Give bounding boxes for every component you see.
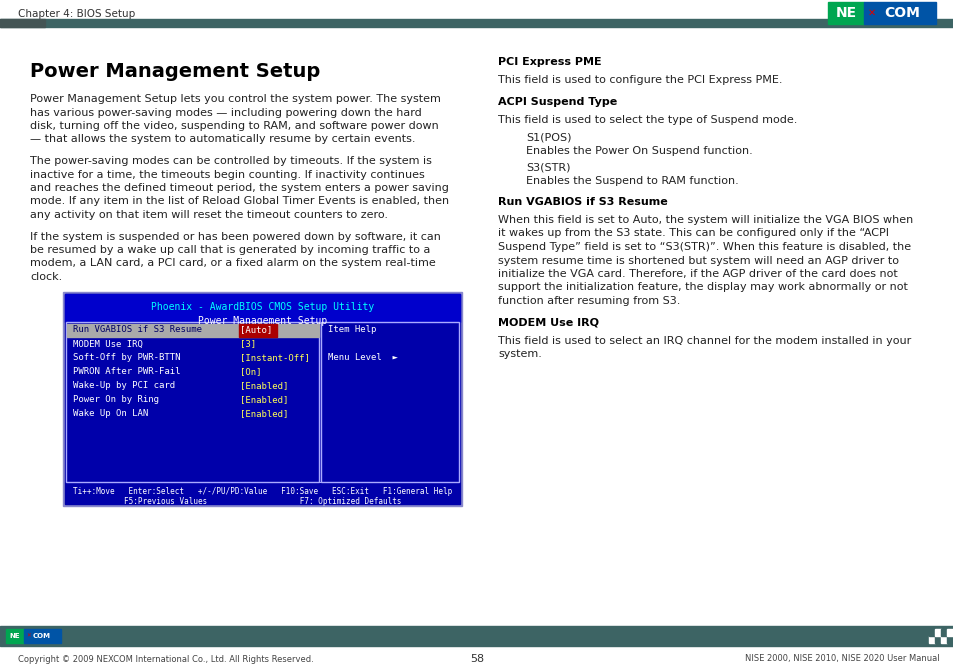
Text: MODEM Use IRQ: MODEM Use IRQ xyxy=(497,317,598,327)
Text: Wake Up On LAN: Wake Up On LAN xyxy=(73,409,148,419)
Bar xyxy=(67,323,318,337)
Bar xyxy=(0,19,953,27)
Bar xyxy=(0,19,45,27)
Text: Soft-Off by PWR-BTTN: Soft-Off by PWR-BTTN xyxy=(73,353,180,362)
Text: COM: COM xyxy=(33,633,51,639)
Bar xyxy=(946,629,952,636)
Text: system resume time is shortened but system will need an AGP driver to: system resume time is shortened but syst… xyxy=(497,255,898,265)
Bar xyxy=(863,2,935,24)
Text: [On]: [On] xyxy=(240,368,261,376)
Bar xyxy=(928,636,934,643)
Bar xyxy=(946,636,952,643)
Bar xyxy=(934,636,940,643)
Text: COM: COM xyxy=(883,6,919,20)
Text: Chapter 4: BIOS Setup: Chapter 4: BIOS Setup xyxy=(18,9,135,19)
Text: ✕: ✕ xyxy=(867,8,875,18)
Text: Item Help: Item Help xyxy=(328,325,376,335)
Text: [Enabled]: [Enabled] xyxy=(240,396,288,405)
Bar xyxy=(0,626,953,646)
Text: Run VGABIOS if S3 Resume: Run VGABIOS if S3 Resume xyxy=(497,197,667,207)
Text: 58: 58 xyxy=(470,654,483,664)
Text: system.: system. xyxy=(497,349,541,359)
Bar xyxy=(63,292,461,505)
Text: Menu Level  ►: Menu Level ► xyxy=(328,353,397,362)
Text: Run VGABIOS if S3 Resume: Run VGABIOS if S3 Resume xyxy=(73,325,202,335)
Bar xyxy=(65,294,459,503)
Text: clock.: clock. xyxy=(30,272,62,282)
Text: [Enabled]: [Enabled] xyxy=(240,382,288,390)
Text: [3]: [3] xyxy=(240,339,255,349)
Bar xyxy=(928,629,934,636)
Bar xyxy=(934,629,940,636)
Text: MODEM Use IRQ: MODEM Use IRQ xyxy=(73,339,143,349)
Text: [Auto]: [Auto] xyxy=(240,325,272,335)
Bar xyxy=(239,323,276,337)
Text: Suspend Type” field is set to “S3(STR)”. When this feature is disabled, the: Suspend Type” field is set to “S3(STR)”.… xyxy=(497,242,910,252)
Bar xyxy=(940,629,946,636)
Text: modem, a LAN card, a PCI card, or a fixed alarm on the system real-time: modem, a LAN card, a PCI card, or a fixe… xyxy=(30,259,436,269)
Bar xyxy=(24,629,61,643)
Text: NE: NE xyxy=(835,6,856,20)
Text: be resumed by a wake up call that is generated by incoming traffic to a: be resumed by a wake up call that is gen… xyxy=(30,245,430,255)
Text: This field is used to select the type of Suspend mode.: This field is used to select the type of… xyxy=(497,115,797,125)
Text: has various power-saving modes — including powering down the hard: has various power-saving modes — includi… xyxy=(30,108,421,118)
Text: inactive for a time, the timeouts begin counting. If inactivity continues: inactive for a time, the timeouts begin … xyxy=(30,169,424,179)
Text: ✕: ✕ xyxy=(26,634,30,638)
Text: support the initialization feature, the display may work abnormally or not: support the initialization feature, the … xyxy=(497,282,907,292)
Bar xyxy=(940,636,946,643)
Text: — that allows the system to automatically resume by certain events.: — that allows the system to automaticall… xyxy=(30,134,416,144)
Text: F5:Previous Values                    F7: Optimized Defaults: F5:Previous Values F7: Optimized Default… xyxy=(124,497,401,505)
Text: Power Management Setup lets you control the system power. The system: Power Management Setup lets you control … xyxy=(30,94,440,104)
Text: and reaches the defined timeout period, the system enters a power saving: and reaches the defined timeout period, … xyxy=(30,183,449,193)
Text: Copyright © 2009 NEXCOM International Co., Ltd. All Rights Reserved.: Copyright © 2009 NEXCOM International Co… xyxy=(18,655,314,663)
Text: This field is used to configure the PCI Express PME.: This field is used to configure the PCI … xyxy=(497,75,781,85)
Text: any activity on that item will reset the timeout counters to zero.: any activity on that item will reset the… xyxy=(30,210,388,220)
Text: [Instant-Off]: [Instant-Off] xyxy=(240,353,310,362)
Text: PCI Express PME: PCI Express PME xyxy=(497,57,601,67)
Text: mode. If any item in the list of Reload Global Timer Events is enabled, then: mode. If any item in the list of Reload … xyxy=(30,196,449,206)
Bar xyxy=(65,294,459,321)
Text: If the system is suspended or has been powered down by software, it can: If the system is suspended or has been p… xyxy=(30,231,440,241)
Bar xyxy=(6,629,24,643)
Text: PWRON After PWR-Fail: PWRON After PWR-Fail xyxy=(73,368,180,376)
Text: S3(STR): S3(STR) xyxy=(525,162,570,172)
Text: Enables the Power On Suspend function.: Enables the Power On Suspend function. xyxy=(525,146,752,157)
Text: Enables the Suspend to RAM function.: Enables the Suspend to RAM function. xyxy=(525,175,738,185)
Bar xyxy=(66,321,318,482)
Text: Power Management Setup: Power Management Setup xyxy=(30,62,320,81)
Text: The power-saving modes can be controlled by timeouts. If the system is: The power-saving modes can be controlled… xyxy=(30,156,432,166)
Text: Ti++:Move   Enter:Select   +/-/PU/PD:Value   F10:Save   ESC:Exit   F1:General He: Ti++:Move Enter:Select +/-/PU/PD:Value F… xyxy=(72,487,452,495)
Text: Power Management Setup: Power Management Setup xyxy=(197,315,327,325)
Text: This field is used to select an IRQ channel for the modem installed in your: This field is used to select an IRQ chan… xyxy=(497,335,910,345)
Bar xyxy=(827,2,863,24)
Text: Phoenix - AwardBIOS CMOS Setup Utility: Phoenix - AwardBIOS CMOS Setup Utility xyxy=(151,302,374,312)
Text: disk, turning off the video, suspending to RAM, and software power down: disk, turning off the video, suspending … xyxy=(30,121,438,131)
Text: NE: NE xyxy=(10,633,20,639)
Text: [Enabled]: [Enabled] xyxy=(240,409,288,419)
Text: ACPI Suspend Type: ACPI Suspend Type xyxy=(497,97,617,107)
Text: NISE 2000, NISE 2010, NISE 2020 User Manual: NISE 2000, NISE 2010, NISE 2020 User Man… xyxy=(744,655,939,663)
Text: Power On by Ring: Power On by Ring xyxy=(73,396,159,405)
Bar xyxy=(320,321,458,482)
Text: function after resuming from S3.: function after resuming from S3. xyxy=(497,296,679,306)
Text: When this field is set to Auto, the system will initialize the VGA BIOS when: When this field is set to Auto, the syst… xyxy=(497,215,912,225)
Text: it wakes up from the S3 state. This can be configured only if the “ACPI: it wakes up from the S3 state. This can … xyxy=(497,228,888,239)
Text: S1(POS): S1(POS) xyxy=(525,133,571,143)
Text: initialize the VGA card. Therefore, if the AGP driver of the card does not: initialize the VGA card. Therefore, if t… xyxy=(497,269,897,279)
Text: Wake-Up by PCI card: Wake-Up by PCI card xyxy=(73,382,175,390)
